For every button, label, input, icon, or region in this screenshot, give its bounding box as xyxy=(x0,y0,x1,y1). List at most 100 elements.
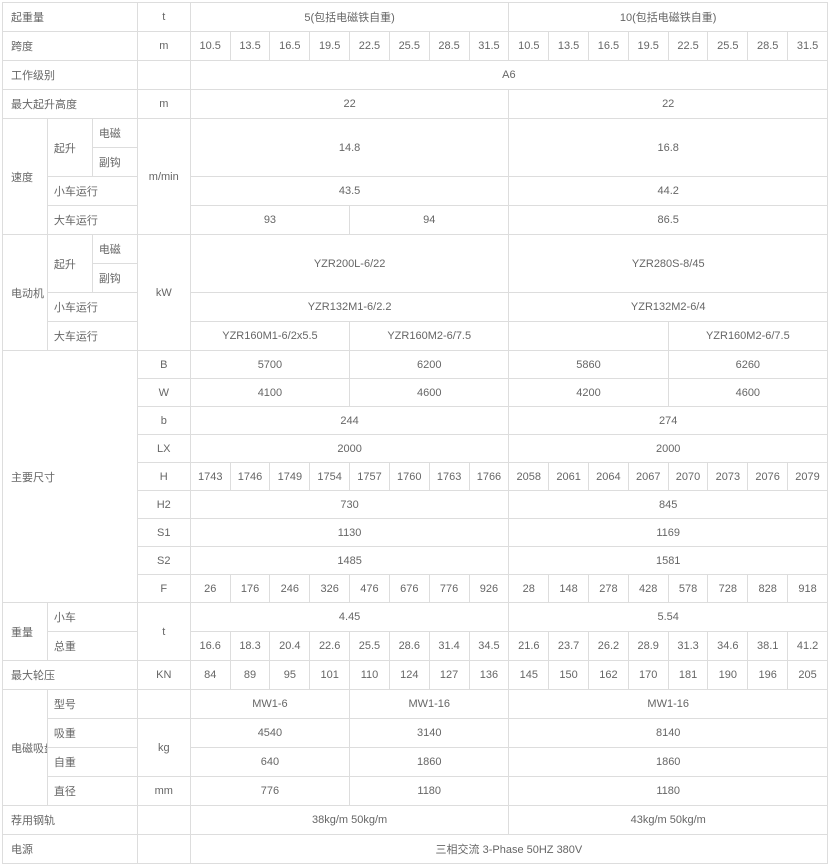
unit-t-2: t xyxy=(137,603,190,661)
F-cell: 278 xyxy=(589,575,629,603)
total-cell: 31.4 xyxy=(429,632,469,661)
blank xyxy=(137,690,190,719)
motor-hoist-b: YZR280S-8/45 xyxy=(509,235,828,293)
speed-crane-a1: 93 xyxy=(190,206,349,235)
H-cell: 2064 xyxy=(589,463,629,491)
span-cell: 22.5 xyxy=(668,32,708,61)
H2-a: 730 xyxy=(190,491,509,519)
speed-hoist-a: 14.8 xyxy=(190,119,509,177)
H-cell: 2073 xyxy=(708,463,748,491)
F-cell: 728 xyxy=(708,575,748,603)
span-cell: 28.5 xyxy=(429,32,469,61)
total-cell: 31.3 xyxy=(668,632,708,661)
motor-crane-b1 xyxy=(509,322,668,351)
LX-b: 2000 xyxy=(509,435,828,463)
blank xyxy=(137,835,190,864)
F-cell: 776 xyxy=(429,575,469,603)
B-a1: 5700 xyxy=(190,351,349,379)
row-power: 电源 xyxy=(3,835,138,864)
speed-trolley: 小车运行 xyxy=(47,177,137,206)
speed-aux-hook: 副钩 xyxy=(92,148,137,177)
H-cell: 2079 xyxy=(788,463,828,491)
dim-H: H xyxy=(137,463,190,491)
H-cell: 1749 xyxy=(270,463,310,491)
total-cell: 34.5 xyxy=(469,632,509,661)
weight-total: 总重 xyxy=(47,632,137,661)
wl-cell: 127 xyxy=(429,661,469,690)
trolley-weight-a: 4.45 xyxy=(190,603,509,632)
unit-kw: kW xyxy=(137,235,190,351)
S1-a: 1130 xyxy=(190,519,509,547)
F-cell: 326 xyxy=(310,575,350,603)
motor-electromagnet: 电磁 xyxy=(92,235,137,264)
H-cell: 1760 xyxy=(389,463,429,491)
speed-crane-a2: 94 xyxy=(350,206,509,235)
model-b: MW1-16 xyxy=(509,690,828,719)
dim-S1: S1 xyxy=(137,519,190,547)
self-b: 1860 xyxy=(509,748,828,777)
B-b1: 5860 xyxy=(509,351,668,379)
total-cell: 41.2 xyxy=(788,632,828,661)
model-a2: MW1-16 xyxy=(350,690,509,719)
unit-mm: mm xyxy=(137,777,190,806)
dim-LX: LX xyxy=(137,435,190,463)
rail-a: 38kg/m 50kg/m xyxy=(190,806,509,835)
dim-S2: S2 xyxy=(137,547,190,575)
self-a2: 1860 xyxy=(350,748,509,777)
unit-t: t xyxy=(137,3,190,32)
S2-a: 1485 xyxy=(190,547,509,575)
motor-hoist-a: YZR200L-6/22 xyxy=(190,235,509,293)
F-cell: 148 xyxy=(549,575,589,603)
speed-crane: 大车运行 xyxy=(47,206,137,235)
b-a: 244 xyxy=(190,407,509,435)
dia-a2: 1180 xyxy=(350,777,509,806)
span-cell: 28.5 xyxy=(748,32,788,61)
total-cell: 34.6 xyxy=(708,632,748,661)
wl-cell: 205 xyxy=(788,661,828,690)
absorb-a1: 4540 xyxy=(190,719,349,748)
wl-cell: 101 xyxy=(310,661,350,690)
speed-hoist-b: 16.8 xyxy=(509,119,828,177)
row-magnet-disk: 电磁吸盘 xyxy=(3,690,48,806)
LX-a: 2000 xyxy=(190,435,509,463)
total-cell: 20.4 xyxy=(270,632,310,661)
W-a2: 4600 xyxy=(350,379,509,407)
row-lifting-capacity: 起重量 xyxy=(3,3,138,32)
motor-crane-b2: YZR160M2-6/7.5 xyxy=(668,322,827,351)
total-cell: 26.2 xyxy=(589,632,629,661)
cap-10: 10(包括电磁铁自重) xyxy=(509,3,828,32)
unit-kg: kg xyxy=(137,719,190,777)
F-cell: 828 xyxy=(748,575,788,603)
W-b2: 4600 xyxy=(668,379,827,407)
H-cell: 1754 xyxy=(310,463,350,491)
self-a1: 640 xyxy=(190,748,349,777)
blank xyxy=(137,806,190,835)
H-cell: 1743 xyxy=(190,463,230,491)
span-cell: 13.5 xyxy=(549,32,589,61)
wl-cell: 110 xyxy=(350,661,390,690)
blank xyxy=(137,61,190,90)
dim-B: B xyxy=(137,351,190,379)
motor-trolley: 小车运行 xyxy=(47,293,137,322)
H-cell: 1763 xyxy=(429,463,469,491)
unit-mmin: m/min xyxy=(137,119,190,235)
trolley-weight-b: 5.54 xyxy=(509,603,828,632)
H-cell: 1766 xyxy=(469,463,509,491)
wl-cell: 84 xyxy=(190,661,230,690)
span-cell: 31.5 xyxy=(469,32,509,61)
power-value: 三相交流 3-Phase 50HZ 380V xyxy=(190,835,827,864)
row-work-class: 工作级别 xyxy=(3,61,138,90)
motor-trolley-a: YZR132M1-6/2.2 xyxy=(190,293,509,322)
row-speed: 速度 xyxy=(3,119,48,235)
dia-b: 1180 xyxy=(509,777,828,806)
total-cell: 18.3 xyxy=(230,632,270,661)
total-cell: 22.6 xyxy=(310,632,350,661)
span-cell: 25.5 xyxy=(708,32,748,61)
B-b2: 6260 xyxy=(668,351,827,379)
S1-b: 1169 xyxy=(509,519,828,547)
W-b1: 4200 xyxy=(509,379,668,407)
row-rail: 荐用钢轨 xyxy=(3,806,138,835)
span-cell: 19.5 xyxy=(310,32,350,61)
F-cell: 246 xyxy=(270,575,310,603)
F-cell: 428 xyxy=(628,575,668,603)
